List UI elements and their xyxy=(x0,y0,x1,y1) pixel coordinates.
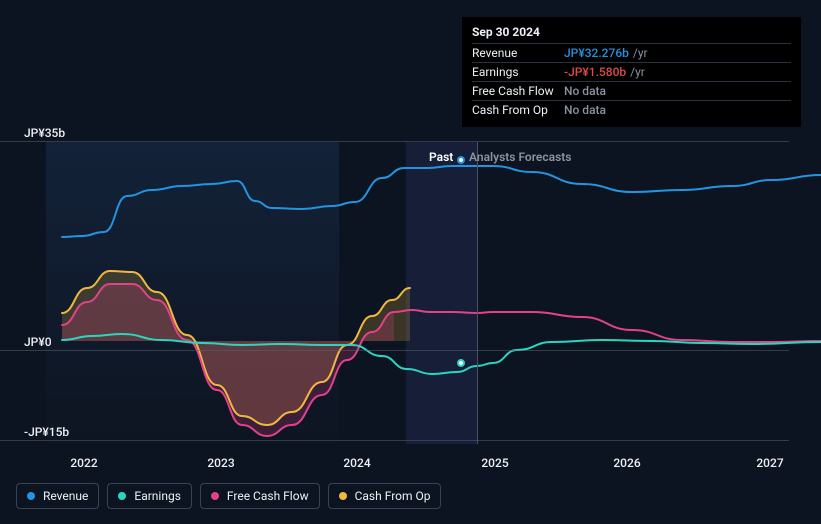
tooltip-row-value: JP¥32.276b xyxy=(564,46,629,60)
tooltip-date: Sep 30 2024 xyxy=(472,25,791,43)
legend-dot-icon xyxy=(211,492,219,500)
tooltip-row: Free Cash FlowNo data xyxy=(472,81,791,100)
revenue-line xyxy=(62,166,821,237)
past-forecast-divider xyxy=(477,142,478,444)
tooltip-row: RevenueJP¥32.276b/yr xyxy=(472,43,791,62)
tooltip-row-value: -JP¥1.580b xyxy=(564,65,626,79)
x-axis-label: 2024 xyxy=(343,456,370,470)
x-axis-label: 2027 xyxy=(756,456,783,470)
legend-dot-icon xyxy=(118,492,126,500)
y-gridline xyxy=(0,440,789,441)
earnings-line xyxy=(62,334,821,374)
tooltip-row-value: No data xyxy=(564,84,606,98)
free_cash_flow-line xyxy=(62,284,821,436)
legend-item-label: Earnings xyxy=(134,489,181,503)
legend-dot-icon xyxy=(27,492,35,500)
series-marker-dot xyxy=(457,359,465,367)
past-label: Past xyxy=(429,150,453,164)
legend-item-revenue[interactable]: Revenue xyxy=(16,483,99,509)
forecast-label: Analysts Forecasts xyxy=(469,150,571,164)
x-axis-label: 2022 xyxy=(70,456,97,470)
y-axis-label: -JP¥15b xyxy=(24,425,69,439)
y-axis-label: JP¥0 xyxy=(24,335,52,349)
tooltip-row: Cash From OpNo data xyxy=(472,100,791,119)
y-gridline xyxy=(0,141,789,142)
x-axis-label: 2023 xyxy=(207,456,234,470)
legend-item-cash_from_op[interactable]: Cash From Op xyxy=(328,483,442,509)
series-marker-dot xyxy=(457,156,465,164)
legend-item-label: Free Cash Flow xyxy=(227,489,309,503)
tooltip-row: Earnings-JP¥1.580b/yr xyxy=(472,62,791,81)
tooltip-row-label: Free Cash Flow xyxy=(472,84,564,98)
y-gridline xyxy=(0,350,789,351)
legend-item-label: Revenue xyxy=(43,489,88,503)
legend-dot-icon xyxy=(339,492,347,500)
legend-item-free_cash_flow[interactable]: Free Cash Flow xyxy=(200,483,320,509)
tooltip-row-label: Revenue xyxy=(472,46,564,60)
tooltip-row-label: Cash From Op xyxy=(472,103,564,117)
tooltip-row-label: Earnings xyxy=(472,65,564,79)
x-axis-label: 2026 xyxy=(613,456,640,470)
tooltip-row-value: No data xyxy=(564,103,606,117)
tooltip-row-suffix: /yr xyxy=(633,46,648,60)
legend-item-earnings[interactable]: Earnings xyxy=(107,483,192,509)
chart-legend: Revenue Earnings Free Cash Flow Cash From O… xyxy=(16,483,441,509)
legend-item-label: Cash From Op xyxy=(355,489,431,503)
y-axis-label: JP¥35b xyxy=(24,126,65,140)
chart-tooltip: Sep 30 2024 RevenueJP¥32.276b/yrEarnings… xyxy=(462,17,801,127)
x-axis-label: 2025 xyxy=(481,456,508,470)
tooltip-row-suffix: /yr xyxy=(630,65,645,79)
